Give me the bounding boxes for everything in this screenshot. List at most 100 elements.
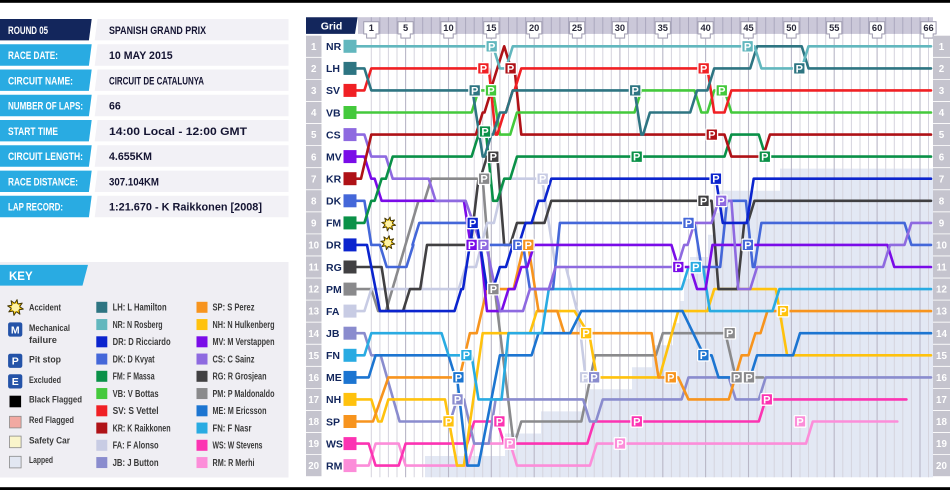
svg-text:SP: SP <box>326 416 340 428</box>
svg-text:2: 2 <box>939 64 945 75</box>
svg-text:P: P <box>779 306 786 318</box>
svg-text:P: P <box>480 63 487 75</box>
svg-text:SV: SV <box>326 85 340 97</box>
svg-text:60: 60 <box>872 23 882 33</box>
svg-text:MV: M Verstappen: MV: M Verstappen <box>213 337 275 348</box>
svg-text:P: P <box>480 174 487 186</box>
svg-text:ROUND 05: ROUND 05 <box>8 25 48 37</box>
svg-text:Accident: Accident <box>29 303 62 314</box>
svg-text:FM: FM <box>326 218 341 230</box>
svg-text:P: P <box>675 262 682 274</box>
svg-text:P: P <box>487 85 494 97</box>
svg-text:4: 4 <box>311 108 317 119</box>
svg-text:P: P <box>685 218 692 230</box>
svg-text:PM: PM <box>326 284 342 296</box>
svg-text:P: P <box>525 240 532 252</box>
svg-text:MV: MV <box>326 151 342 163</box>
svg-text:20: 20 <box>936 461 947 472</box>
svg-text:P: P <box>469 218 476 230</box>
svg-text:13: 13 <box>936 307 947 318</box>
svg-text:14: 14 <box>936 329 947 340</box>
svg-text:RG: RG <box>326 262 342 274</box>
svg-text:1: 1 <box>369 23 374 33</box>
svg-text:P: P <box>633 152 640 164</box>
svg-text:P: P <box>12 356 19 368</box>
svg-text:Mechanical: Mechanical <box>29 323 70 334</box>
svg-text:WS: WS <box>326 438 343 450</box>
svg-text:RACE DATE:: RACE DATE: <box>8 50 58 62</box>
svg-text:8: 8 <box>311 196 317 207</box>
svg-text:9: 9 <box>311 218 317 229</box>
svg-text:4: 4 <box>939 108 945 119</box>
svg-text:SP: S Perez: SP: S Perez <box>213 303 255 314</box>
svg-text:13: 13 <box>308 307 319 318</box>
svg-text:8: 8 <box>939 196 945 207</box>
svg-text:KEY: KEY <box>9 271 33 283</box>
svg-text:P: P <box>481 127 488 139</box>
svg-text:E: E <box>12 376 19 388</box>
svg-text:Black Flagged: Black Flagged <box>29 394 82 405</box>
svg-text:P: P <box>480 240 487 252</box>
svg-text:20: 20 <box>529 23 539 33</box>
svg-text:17: 17 <box>308 395 319 406</box>
svg-text:P: P <box>490 284 497 296</box>
svg-text:P: P <box>455 372 462 384</box>
svg-text:10: 10 <box>443 23 453 33</box>
svg-text:P: P <box>744 240 751 252</box>
svg-text:P: P <box>515 240 522 252</box>
svg-text:CIRCUIT DE CATALUNYA: CIRCUIT DE CATALUNYA <box>109 75 204 87</box>
svg-text:4.655KM: 4.655KM <box>109 151 152 163</box>
svg-text:1: 1 <box>311 42 317 53</box>
svg-text:P: P <box>667 372 674 384</box>
svg-text:NUMBER OF LAPS:: NUMBER OF LAPS: <box>8 101 83 113</box>
svg-text:35: 35 <box>658 23 668 33</box>
svg-text:P: P <box>761 152 768 164</box>
svg-text:ME: M Ericsson: ME: M Ericsson <box>213 406 267 417</box>
svg-text:10: 10 <box>936 241 947 252</box>
svg-text:P: P <box>692 262 699 274</box>
svg-text:FM: F Massa: FM: F Massa <box>113 372 155 383</box>
svg-text:FA: FA <box>326 306 340 318</box>
svg-text:FN: FN <box>326 350 340 362</box>
svg-text:LAP RECORD:: LAP RECORD: <box>8 202 63 214</box>
svg-text:START TIME: START TIME <box>8 126 58 138</box>
svg-text:RACE DISTANCE:: RACE DISTANCE: <box>8 176 78 188</box>
svg-text:5: 5 <box>311 130 317 141</box>
svg-text:NH: N Hulkenberg: NH: N Hulkenberg <box>213 320 275 331</box>
svg-text:6: 6 <box>311 152 317 163</box>
svg-text:SV: S Vettel: SV: S Vettel <box>113 406 159 417</box>
svg-text:DR: DR <box>326 240 342 252</box>
svg-text:P: P <box>712 174 719 186</box>
svg-text:P: P <box>708 130 715 142</box>
svg-text:P: P <box>700 196 707 208</box>
svg-text:P: P <box>471 85 478 97</box>
svg-text:11: 11 <box>936 263 947 274</box>
svg-text:P: P <box>718 196 725 208</box>
svg-text:Red Flagged: Red Flagged <box>29 415 74 426</box>
svg-text:50: 50 <box>786 23 796 33</box>
svg-text:Excluded: Excluded <box>29 375 61 386</box>
svg-text:P: P <box>700 350 707 362</box>
svg-text:3: 3 <box>939 86 945 97</box>
svg-text:JB: JB <box>326 328 340 340</box>
svg-text:P: P <box>733 372 740 384</box>
svg-text:19: 19 <box>308 439 319 450</box>
svg-text:10 MAY 2015: 10 MAY 2015 <box>109 50 173 62</box>
svg-text:P: P <box>796 416 803 428</box>
svg-text:P: P <box>507 63 514 75</box>
svg-text:P: P <box>796 63 803 75</box>
svg-text:1:21.670 - K Raikkonen [2008]: 1:21.670 - K Raikkonen [2008] <box>109 202 262 214</box>
svg-text:P: P <box>581 372 588 384</box>
svg-text:12: 12 <box>936 285 947 296</box>
svg-text:2: 2 <box>311 64 317 75</box>
svg-text:P: P <box>633 416 640 428</box>
svg-text:WS: W Stevens: WS: W Stevens <box>213 441 263 452</box>
svg-text:DK: D Kvyat: DK: D Kvyat <box>113 354 156 365</box>
svg-text:Safety Car: Safety Car <box>29 435 70 446</box>
svg-text:DK: DK <box>326 196 342 208</box>
svg-text:55: 55 <box>829 23 839 33</box>
svg-text:66: 66 <box>923 23 933 33</box>
svg-text:7: 7 <box>939 174 945 185</box>
svg-text:16: 16 <box>308 373 319 384</box>
svg-text:P: P <box>488 41 495 53</box>
